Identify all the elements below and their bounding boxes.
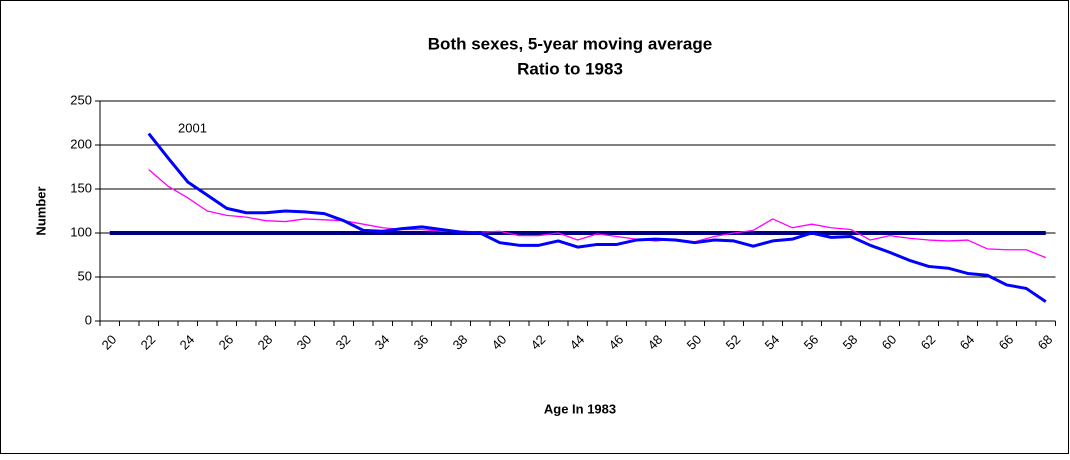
annotation: 2001: [178, 120, 207, 135]
x-axis-title: Age In 1983: [544, 401, 616, 416]
y-tick-label: 200: [70, 136, 92, 151]
series-line: [147, 132, 1047, 303]
chart-subtitle: Ratio to 1983: [517, 59, 623, 78]
chart-title: Both sexes, 5-year moving average: [428, 34, 712, 53]
series-line: [148, 169, 1046, 259]
y-tick-label: 150: [70, 180, 92, 195]
y-axis-title: Number: [33, 186, 48, 235]
y-tick-label: 0: [85, 312, 92, 327]
y-tick-label: 100: [70, 224, 92, 239]
y-tick-label: 250: [70, 92, 92, 107]
y-tick-label: 50: [78, 268, 92, 283]
